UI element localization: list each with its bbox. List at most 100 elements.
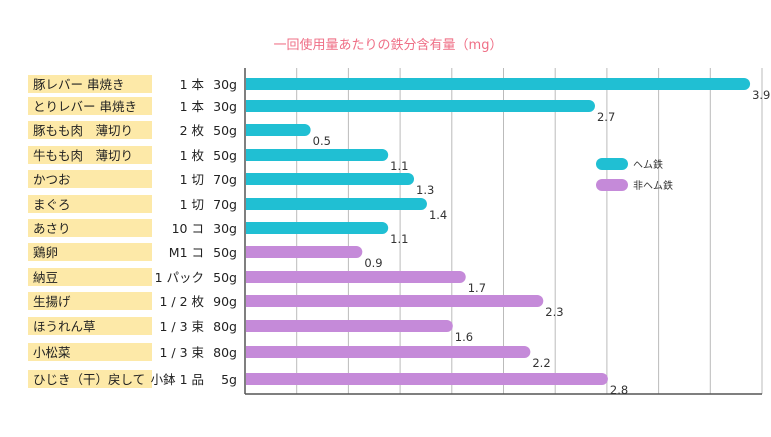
legend-swatch [596, 179, 628, 191]
portion-label: 1 切 [180, 197, 204, 212]
food-label-background [28, 243, 152, 261]
bar [246, 78, 751, 90]
food-label-background [28, 195, 152, 213]
food-row: ほうれん草 1 / 3 束 80g [28, 317, 237, 335]
bar-value-label: 3.9 [752, 88, 770, 102]
grams-label: 50g [213, 245, 237, 260]
food-name: 牛もも肉 薄切り [33, 148, 133, 163]
food-name: とりレバー 串焼き [33, 99, 137, 114]
food-row: 牛もも肉 薄切り 1 枚 50g [28, 146, 237, 164]
food-label-background [28, 146, 152, 164]
food-row: ひじき（干）戻して 小鉢 1 品 5g [28, 370, 237, 388]
food-label-background [28, 75, 152, 93]
food-label-background [28, 370, 152, 388]
portion-label: 1 切 [180, 172, 204, 187]
bar [246, 346, 531, 358]
food-row: あさり 10 コ 30g [28, 219, 237, 237]
bar [246, 124, 311, 136]
grams-label: 80g [213, 319, 237, 334]
grams-label: 5g [221, 372, 237, 387]
bar-value-label: 2.7 [597, 110, 615, 124]
bar-value-label: 1.3 [416, 183, 434, 197]
food-row: 生揚げ 1 / 2 枚 90g [28, 292, 237, 310]
portion-label: 1 パック [155, 270, 204, 285]
portion-label: 小鉢 1 品 [151, 372, 204, 387]
portion-label: 1 枚 [180, 148, 205, 163]
food-name: ほうれん草 [33, 319, 96, 334]
food-name: ひじき（干）戻して [33, 372, 145, 387]
grams-label: 30g [213, 221, 237, 236]
food-rows: 豚レバー 串焼き 1 本 30g とりレバー 串焼き 1 本 30g 豚もも肉 薄切り 2 枚… [28, 75, 237, 388]
bar [246, 246, 363, 258]
grams-label: 50g [213, 123, 237, 138]
food-name: あさり [33, 221, 71, 236]
bar-value-label: 1.4 [429, 208, 447, 222]
chart-title: 一回使用量あたりの鉄分含有量（mg） [274, 37, 503, 53]
bar [246, 295, 544, 307]
grams-label: 30g [213, 77, 237, 92]
food-label-background [28, 170, 152, 188]
bar [246, 373, 608, 385]
bar [246, 320, 453, 332]
portion-label: 1 本 [180, 77, 205, 92]
food-label-background [28, 343, 152, 361]
bar [246, 198, 427, 210]
food-name: 生揚げ [33, 294, 71, 309]
bar-value-label: 0.9 [364, 256, 382, 270]
grams-label: 50g [213, 270, 237, 285]
food-row: 小松菜 1 / 3 束 80g [28, 343, 237, 361]
food-row: まぐろ 1 切 70g [28, 195, 237, 213]
bar-value-label: 1.6 [455, 330, 473, 344]
bar-value-label: 0.5 [313, 134, 331, 148]
legend-swatch [596, 158, 628, 170]
food-name: 豚もも肉 薄切り [33, 123, 133, 138]
bar [246, 100, 595, 112]
bar-value-label: 2.3 [545, 305, 563, 319]
portion-label: M1 コ [169, 245, 204, 260]
gridlines [244, 68, 763, 395]
bar [246, 222, 389, 234]
grams-label: 50g [213, 148, 237, 163]
bar [246, 271, 466, 283]
food-row: 鶏卵 M1 コ 50g [28, 243, 237, 261]
legend-label: ヘム鉄 [633, 158, 663, 171]
food-label-background [28, 97, 152, 115]
grams-label: 70g [213, 172, 237, 187]
bar-value-label: 2.2 [532, 356, 550, 370]
food-row: 豚もも肉 薄切り 2 枚 50g [28, 121, 237, 139]
food-name: かつお [33, 172, 71, 187]
bar-value-label: 1.1 [390, 159, 408, 173]
portion-label: 2 枚 [180, 123, 205, 138]
grams-label: 30g [213, 99, 237, 114]
portion-label: 1 本 [180, 99, 205, 114]
legend-label: 非ヘム鉄 [633, 179, 673, 192]
bar-value-label: 1.1 [390, 232, 408, 246]
food-name: 納豆 [33, 270, 58, 285]
portion-label: 1 / 3 束 [159, 319, 204, 334]
food-label-background [28, 268, 152, 286]
food-name: 小松菜 [33, 345, 71, 360]
food-name: 豚レバー 串焼き [33, 77, 124, 92]
food-label-background [28, 121, 152, 139]
portion-label: 1 / 2 枚 [159, 294, 204, 309]
grams-label: 90g [213, 294, 237, 309]
food-name: 鶏卵 [33, 245, 58, 260]
portion-label: 1 / 3 束 [159, 345, 204, 360]
grams-label: 70g [213, 197, 237, 212]
food-row: 納豆 1 パック 50g [28, 268, 237, 286]
portion-label: 10 コ [172, 221, 204, 236]
food-label-background [28, 292, 152, 310]
food-label-background [28, 219, 152, 237]
food-row: かつお 1 切 70g [28, 170, 237, 188]
food-name: まぐろ [33, 197, 71, 212]
grams-label: 80g [213, 345, 237, 360]
food-row: 豚レバー 串焼き 1 本 30g [28, 75, 237, 93]
food-label-background [28, 317, 152, 335]
bar-value-label: 1.7 [468, 281, 486, 295]
bar [246, 149, 389, 161]
bar-value-label: 2.8 [610, 383, 628, 397]
bar [246, 173, 415, 185]
food-row: とりレバー 串焼き 1 本 30g [28, 97, 237, 115]
